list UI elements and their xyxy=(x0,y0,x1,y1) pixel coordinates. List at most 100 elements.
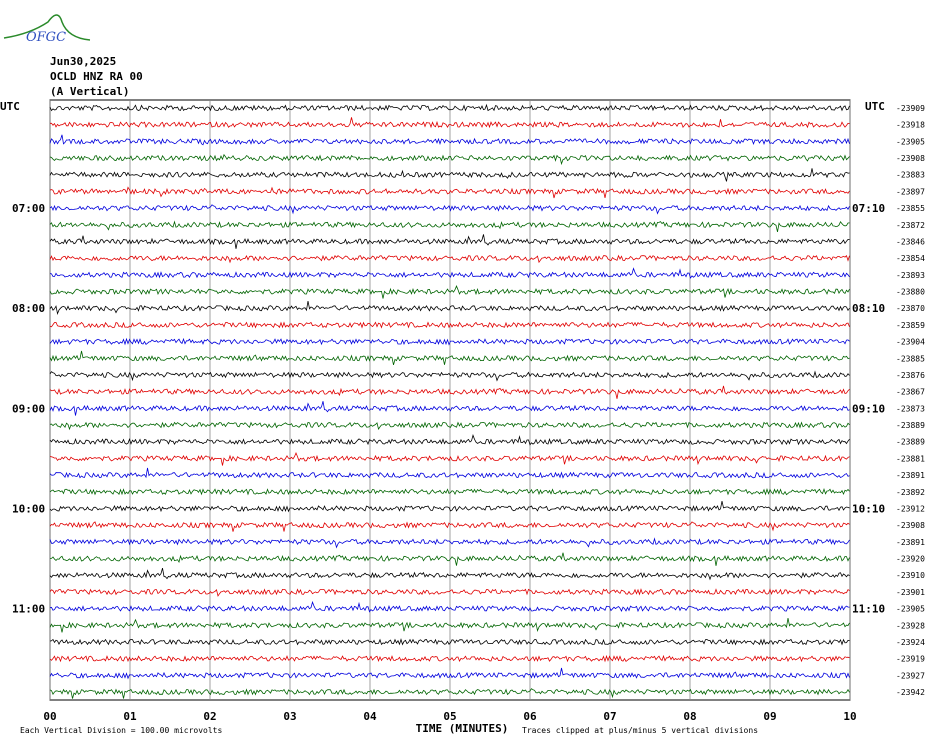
trace-offset: -23908 xyxy=(896,521,925,530)
trace-offset: -23885 xyxy=(896,354,925,363)
trace-offset: -23859 xyxy=(896,321,925,330)
time-label: 07:00 xyxy=(12,202,45,215)
time-label: 11:10 xyxy=(852,603,885,616)
trace xyxy=(49,434,850,446)
trace-offset: -23942 xyxy=(896,688,925,697)
x-tick-label: 04 xyxy=(363,710,377,723)
trace xyxy=(49,337,850,346)
x-tick-label: 09 xyxy=(763,710,776,723)
trace xyxy=(49,186,850,199)
trace-offset: -23908 xyxy=(896,154,925,163)
trace xyxy=(50,117,850,129)
time-label: 08:00 xyxy=(12,302,45,315)
time-label: 08:10 xyxy=(852,302,885,315)
component: (A Vertical) xyxy=(50,85,129,98)
logo-curve xyxy=(3,14,91,41)
time-label: 10:10 xyxy=(852,502,885,515)
trace xyxy=(49,103,850,112)
trace-offset: -23924 xyxy=(896,638,925,647)
trace-offset: -23909 xyxy=(896,104,925,113)
trace xyxy=(49,688,850,699)
x-tick-label: 06 xyxy=(523,710,537,723)
trace xyxy=(49,600,850,613)
logo-text: OFGC xyxy=(26,30,66,45)
trace xyxy=(49,488,850,496)
trace-offset: -23867 xyxy=(896,388,925,397)
trace xyxy=(49,588,850,597)
trace xyxy=(49,153,850,166)
trace-offset: -23892 xyxy=(896,488,925,497)
time-label: 10:00 xyxy=(12,502,45,515)
station: OCLD HNZ RA 00 xyxy=(50,70,143,83)
trace xyxy=(49,421,850,431)
trace-offset: -23872 xyxy=(896,221,925,230)
x-axis-label: TIME (MINUTES) xyxy=(416,722,509,735)
trace xyxy=(49,204,850,215)
x-tick-label: 03 xyxy=(283,710,296,723)
time-label: 09:00 xyxy=(12,402,45,415)
trace xyxy=(49,134,850,146)
trace xyxy=(49,654,850,663)
trace xyxy=(49,638,850,646)
trace-offset: -23846 xyxy=(896,237,925,246)
trace xyxy=(49,467,850,479)
trace-offset: -23920 xyxy=(896,555,925,564)
trace xyxy=(49,501,850,513)
left-zone: UTC xyxy=(0,100,20,113)
trace-offset: -23918 xyxy=(896,121,925,130)
trace-offset: -23889 xyxy=(896,438,925,447)
trace-offset: -23880 xyxy=(896,288,925,297)
trace xyxy=(49,552,850,566)
trace-offset: -23889 xyxy=(896,421,925,430)
trace xyxy=(49,285,850,299)
trace-offset: -23897 xyxy=(896,187,925,196)
trace-offset: -23901 xyxy=(896,588,925,597)
trace xyxy=(49,220,850,232)
trace xyxy=(49,537,850,549)
trace xyxy=(49,401,850,416)
trace xyxy=(49,667,850,680)
clip-note: Traces clipped at plus/minus 5 vertical … xyxy=(522,726,758,735)
trace xyxy=(49,451,850,466)
trace-offset: -23893 xyxy=(896,271,925,280)
trace xyxy=(49,567,850,581)
trace-offset: -23904 xyxy=(896,338,925,347)
time-label: 07:10 xyxy=(852,202,885,215)
trace xyxy=(49,370,850,382)
x-tick-label: 10 xyxy=(843,710,856,723)
trace-offset: -23891 xyxy=(896,471,925,480)
date: Jun30,2025 xyxy=(50,55,116,68)
trace-offset: -23905 xyxy=(896,137,925,146)
trace-offset: -23891 xyxy=(896,538,925,547)
trace xyxy=(49,321,850,329)
right-zone: UTC xyxy=(865,100,885,113)
trace-offset: -23873 xyxy=(896,404,925,413)
trace xyxy=(49,168,850,182)
scale-note: Each Vertical Division = 100.00 microvol… xyxy=(20,726,222,735)
trace-offset: -23855 xyxy=(896,204,925,213)
trace-offset: -23883 xyxy=(896,171,925,180)
trace-offset: -23927 xyxy=(896,671,925,680)
trace xyxy=(49,618,850,633)
x-tick-label: 01 xyxy=(123,710,137,723)
time-label: 11:00 xyxy=(12,603,45,616)
trace xyxy=(49,234,850,249)
trace xyxy=(49,267,850,279)
x-tick-label: 07 xyxy=(603,710,616,723)
trace xyxy=(49,521,850,532)
trace-offset: -23881 xyxy=(896,454,925,463)
trace xyxy=(49,254,850,264)
time-label: 09:10 xyxy=(852,402,885,415)
x-tick-label: 08 xyxy=(683,710,696,723)
trace-offset: -23905 xyxy=(896,605,925,614)
trace-offset: -23928 xyxy=(896,621,925,630)
trace xyxy=(49,385,850,399)
trace xyxy=(49,301,850,315)
trace-offset: -23919 xyxy=(896,655,925,664)
trace-offset: -23910 xyxy=(896,571,925,580)
trace-offset: -23870 xyxy=(896,304,925,313)
x-tick-label: 00 xyxy=(43,710,56,723)
trace xyxy=(49,350,850,366)
x-tick-label: 05 xyxy=(443,710,456,723)
